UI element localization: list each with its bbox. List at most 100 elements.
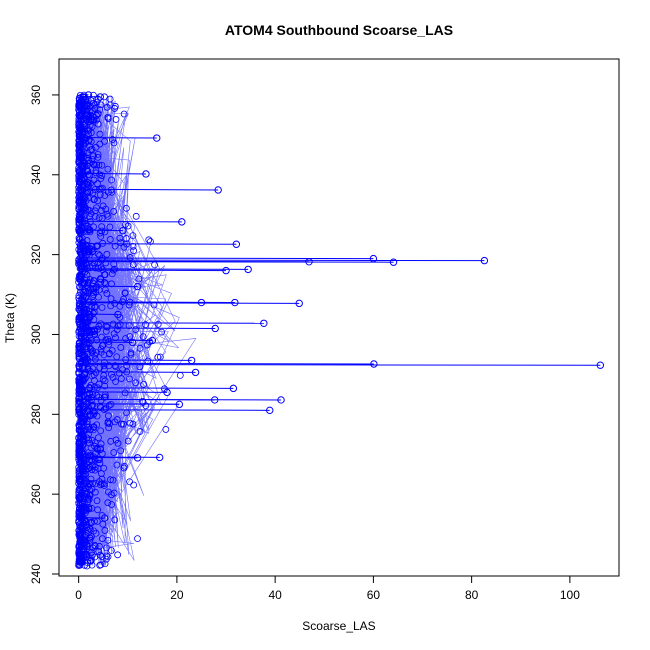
cloud-point xyxy=(98,535,106,542)
cloud-point xyxy=(80,375,88,383)
cloud-point xyxy=(104,553,112,561)
cloud-point xyxy=(78,169,86,176)
cloud-point xyxy=(75,562,83,569)
cloud-point xyxy=(75,350,83,358)
x-tick-label: 80 xyxy=(465,588,479,602)
cloud-point xyxy=(82,343,90,351)
cloud-point xyxy=(89,189,97,197)
cloud-point xyxy=(75,199,83,207)
cloud-point xyxy=(80,475,88,483)
cloud-point xyxy=(84,394,91,402)
cloud-point xyxy=(77,305,85,313)
cloud-point xyxy=(76,216,84,224)
cloud-point xyxy=(76,390,83,398)
cloud-point xyxy=(77,141,84,149)
cloud-point xyxy=(132,212,140,220)
cloud-point xyxy=(110,330,118,338)
cloud-point xyxy=(76,320,84,328)
cloud-point xyxy=(112,436,120,444)
cloud-point xyxy=(75,194,83,202)
chart-title: ATOM4 Southbound Scoarse_LAS xyxy=(225,22,453,38)
x-tick-label: 60 xyxy=(367,588,381,602)
cloud-point xyxy=(96,561,104,569)
cloud-point xyxy=(98,161,106,169)
data-point xyxy=(232,240,241,248)
cloud-point xyxy=(99,375,107,383)
y-axis: 240 260 280 300 320 340 360 xyxy=(29,85,60,584)
cloud-point xyxy=(101,93,108,101)
cloud-point xyxy=(109,136,116,143)
cloud-point xyxy=(77,186,84,194)
cloud-point xyxy=(76,481,84,489)
data-point xyxy=(175,400,184,409)
cloud-point xyxy=(97,101,105,109)
data-point xyxy=(295,299,303,308)
cloud-point xyxy=(81,174,88,182)
series-line-segment xyxy=(79,285,138,288)
y-tick-label: 340 xyxy=(29,164,43,184)
x-axis-label: Scoarse_LAS xyxy=(302,619,375,633)
cloud-point xyxy=(88,402,95,410)
cloud-point xyxy=(95,434,102,442)
cloud-point xyxy=(75,225,83,233)
cloud-point xyxy=(80,523,88,531)
cloud-point xyxy=(111,105,119,112)
cloud-point xyxy=(75,378,83,386)
cloud-point xyxy=(76,211,84,219)
cloud-point xyxy=(75,188,83,196)
data-point xyxy=(178,218,186,226)
cloud-point xyxy=(76,342,83,350)
cloud-point xyxy=(91,328,98,335)
cloud-point xyxy=(98,184,106,192)
cloud-point xyxy=(75,400,83,408)
cloud-point xyxy=(89,247,97,255)
cloud-point xyxy=(119,366,126,374)
series-line-segment xyxy=(79,301,235,304)
data-point xyxy=(142,170,150,178)
cloud-point xyxy=(97,207,105,214)
cloud-point xyxy=(98,227,106,235)
cloud-point xyxy=(96,171,104,179)
data-point xyxy=(87,556,95,565)
series-line-segment xyxy=(79,456,138,459)
cloud-point xyxy=(75,486,83,493)
cloud-point xyxy=(97,345,105,353)
cloud-point xyxy=(89,411,97,419)
cloud-point xyxy=(76,365,83,373)
series-line-segment xyxy=(79,220,182,223)
cloud-point xyxy=(95,393,103,401)
cloud-point xyxy=(94,445,101,453)
cloud-point xyxy=(76,504,84,511)
cloud-point xyxy=(75,140,83,148)
cloud-point xyxy=(91,212,99,220)
cloud-point xyxy=(96,459,104,467)
cloud-point xyxy=(87,129,95,137)
cloud-point xyxy=(117,447,125,455)
cloud-point xyxy=(78,250,86,258)
cloud-point xyxy=(106,420,113,428)
cloud-point xyxy=(86,534,93,541)
data-point xyxy=(119,226,127,235)
cloud-point xyxy=(118,420,125,428)
cloud-point xyxy=(75,203,83,211)
cloud-point xyxy=(90,161,97,168)
cloud-point xyxy=(81,489,89,497)
cloud-point xyxy=(75,456,83,463)
cloud-point xyxy=(132,326,140,334)
cloud-point xyxy=(130,247,138,255)
cloud-point xyxy=(100,372,108,379)
cloud-point xyxy=(79,376,87,384)
cloud-point xyxy=(91,351,99,359)
cloud-point xyxy=(86,264,94,272)
cloud-point xyxy=(77,144,85,151)
data-point xyxy=(222,266,230,275)
cloud-point xyxy=(92,169,100,177)
data-point xyxy=(596,361,605,369)
series-line-segment xyxy=(79,229,123,232)
series-line-segment xyxy=(79,259,485,262)
y-tick-label: 260 xyxy=(29,484,43,504)
cloud-point xyxy=(112,334,119,342)
cloud-point xyxy=(101,228,109,236)
cloud-point xyxy=(94,153,102,161)
y-tick-label: 360 xyxy=(29,85,43,105)
